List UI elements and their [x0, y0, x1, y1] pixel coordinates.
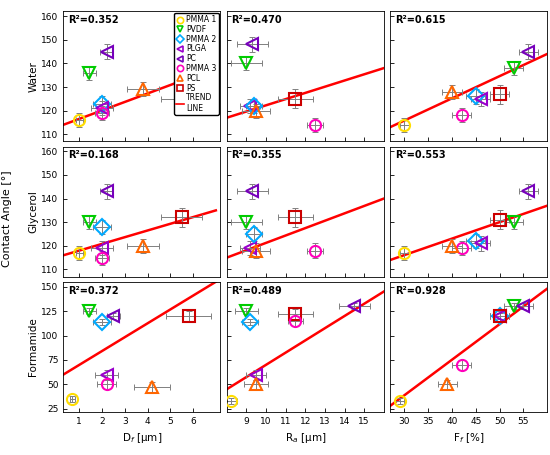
Text: R²=0.928: R²=0.928 [395, 286, 446, 296]
X-axis label: F$_f$ [%]: F$_f$ [%] [453, 431, 485, 445]
Text: R²=0.372: R²=0.372 [68, 286, 119, 296]
Y-axis label: Formamide: Formamide [29, 318, 38, 376]
Text: R²=0.489: R²=0.489 [232, 286, 282, 296]
Legend: PMMA 1, PVDF, PMMA 2, PLGA, PC, PMMA 3, PCL, PS, TREND
LINE: PMMA 1, PVDF, PMMA 2, PLGA, PC, PMMA 3, … [174, 13, 219, 115]
Text: R²=0.470: R²=0.470 [232, 15, 282, 25]
Y-axis label: Glycerol: Glycerol [29, 190, 38, 233]
Text: R²=0.168: R²=0.168 [68, 151, 119, 161]
Text: R²=0.352: R²=0.352 [68, 15, 119, 25]
Text: Contact Angle [°]: Contact Angle [°] [2, 170, 12, 267]
Text: R²=0.355: R²=0.355 [232, 151, 282, 161]
X-axis label: D$_f$ [μm]: D$_f$ [μm] [122, 431, 162, 445]
X-axis label: R$_a$ [μm]: R$_a$ [μm] [284, 431, 326, 445]
Text: R²=0.615: R²=0.615 [395, 15, 446, 25]
Text: R²=0.553: R²=0.553 [395, 151, 446, 161]
Y-axis label: Water: Water [29, 61, 38, 92]
